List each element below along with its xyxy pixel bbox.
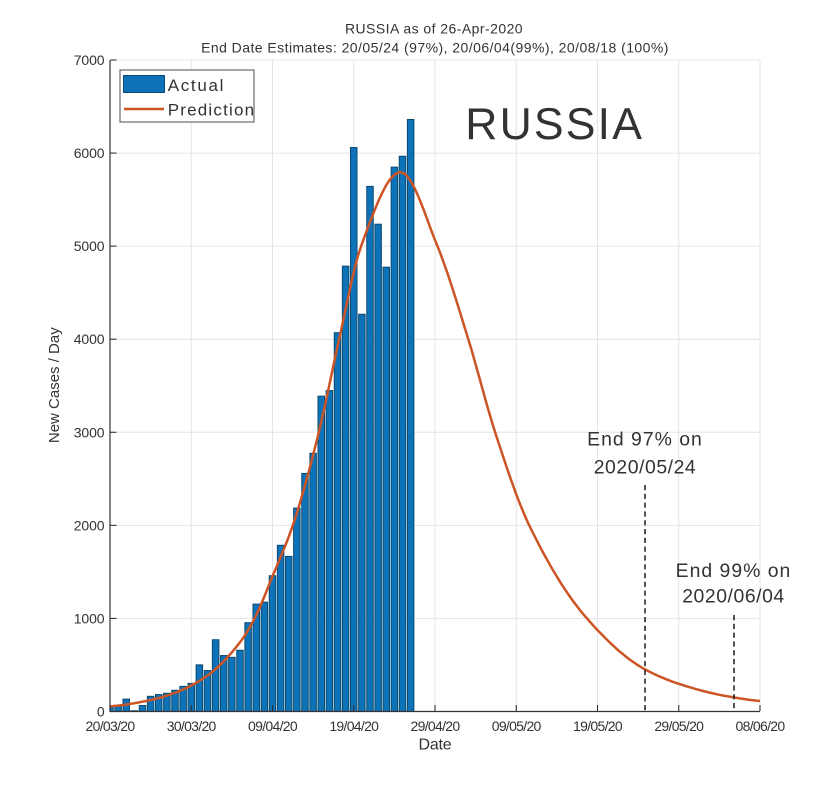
svg-text:New Cases / Day: New Cases / Day bbox=[46, 327, 63, 443]
svg-text:5000: 5000 bbox=[74, 238, 105, 254]
svg-text:2000: 2000 bbox=[74, 517, 105, 533]
svg-text:Prediction: Prediction bbox=[168, 101, 256, 120]
svg-text:19/05/20: 19/05/20 bbox=[573, 718, 623, 734]
svg-text:2020/06/04: 2020/06/04 bbox=[682, 586, 785, 608]
svg-text:30/03/20: 30/03/20 bbox=[167, 718, 217, 734]
svg-text:Actual: Actual bbox=[168, 76, 225, 95]
svg-text:20/03/20: 20/03/20 bbox=[86, 718, 136, 734]
svg-text:4000: 4000 bbox=[74, 331, 105, 347]
svg-text:29/04/20: 29/04/20 bbox=[411, 718, 461, 734]
svg-text:3000: 3000 bbox=[74, 424, 105, 440]
svg-text:19/04/20: 19/04/20 bbox=[329, 718, 379, 734]
svg-text:29/05/20: 29/05/20 bbox=[654, 718, 704, 734]
svg-text:Date: Date bbox=[419, 737, 452, 754]
svg-text:End 97% on: End 97% on bbox=[587, 428, 703, 450]
svg-text:RUSSIA as of 26-Apr-2020: RUSSIA as of 26-Apr-2020 bbox=[345, 21, 523, 37]
svg-text:RUSSIA: RUSSIA bbox=[465, 100, 644, 149]
svg-text:1000: 1000 bbox=[74, 610, 105, 626]
svg-text:End 99% on: End 99% on bbox=[676, 560, 792, 582]
svg-text:0: 0 bbox=[97, 704, 105, 720]
svg-text:09/05/20: 09/05/20 bbox=[492, 718, 542, 734]
svg-text:End Date Estimates: 20/05/24 (: End Date Estimates: 20/05/24 (97%), 20/0… bbox=[201, 39, 669, 55]
svg-text:08/06/20: 08/06/20 bbox=[736, 718, 786, 734]
svg-text:7000: 7000 bbox=[74, 52, 105, 68]
svg-text:09/04/20: 09/04/20 bbox=[248, 718, 298, 734]
svg-text:6000: 6000 bbox=[74, 145, 105, 161]
svg-text:2020/05/24: 2020/05/24 bbox=[594, 457, 697, 479]
